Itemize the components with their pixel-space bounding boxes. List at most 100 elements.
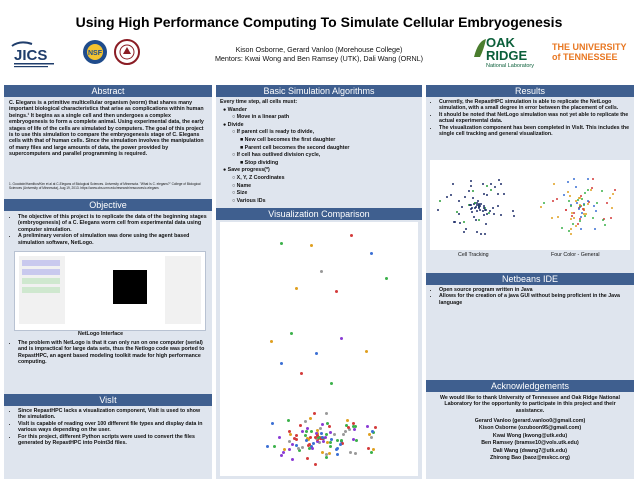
cell-dot <box>437 209 440 212</box>
cell-dot <box>567 230 570 232</box>
cell-dot <box>280 362 283 365</box>
cell-dot <box>464 227 467 230</box>
cell-dot <box>596 201 599 204</box>
cell-dot <box>315 352 318 355</box>
cell-dot <box>373 425 377 429</box>
cell-dot <box>303 434 307 438</box>
cell-dot <box>457 199 460 202</box>
cell-dot <box>366 447 370 451</box>
visit-bullet-3: For this project, different Python scrip… <box>18 434 207 447</box>
cell-dot <box>578 196 581 199</box>
cell-dot <box>557 216 560 219</box>
cell-dot <box>475 205 478 208</box>
cell-dot <box>485 208 488 211</box>
cell-dot <box>288 440 292 444</box>
cell-dot <box>446 196 449 199</box>
cell-dot <box>472 215 475 218</box>
contact-1: Gerard Vanloo (gerard.vanloo0@gmail.com) <box>474 418 586 424</box>
cell-dot <box>605 202 608 205</box>
cell-dot <box>497 179 500 181</box>
cell-dot <box>469 179 472 182</box>
cell-dot <box>270 421 274 425</box>
cell-dot <box>324 432 328 436</box>
cell-dot <box>477 200 480 203</box>
cell-dot <box>306 457 310 461</box>
cell-dot <box>315 434 319 438</box>
ornl-ridge: RIDGE <box>486 48 528 63</box>
cell-dot <box>352 427 356 431</box>
cell-dot <box>470 204 473 207</box>
cell-dot <box>370 436 374 440</box>
cell-tracking-caption: Cell Tracking <box>458 252 489 258</box>
cell-dot <box>335 290 338 293</box>
netbeans-bullet-1: Open source program written in Java <box>439 287 630 293</box>
cell-dot <box>351 425 355 428</box>
cell-dot <box>340 441 344 445</box>
cell-dot <box>290 458 294 462</box>
cell-dot <box>315 428 319 432</box>
cell-dot <box>571 214 574 217</box>
cell-dot <box>492 206 495 209</box>
cell-dot <box>483 193 486 196</box>
cell-dot <box>471 189 474 192</box>
algo-line-1: ● Wander <box>223 106 247 113</box>
cell-dot <box>583 207 586 210</box>
contact-4: Ben Ramsey (bramse10@vols.utk.edu) <box>481 440 579 447</box>
cell-dot <box>477 219 480 222</box>
visualization-header: Visualization Comparison <box>216 208 422 220</box>
cell-dot <box>321 450 325 454</box>
cell-dot <box>481 209 484 212</box>
cell-dot <box>494 185 496 188</box>
cell-dot <box>586 200 589 203</box>
netlogo-plots <box>165 256 201 324</box>
cell-dot <box>458 213 461 216</box>
cell-dot <box>463 220 466 223</box>
cell-dot <box>581 211 584 214</box>
cell-dot <box>476 203 479 206</box>
cell-dot <box>310 444 314 448</box>
cell-dot <box>300 429 304 433</box>
algo-line-5: ■ New cell becomes the first daughter <box>240 136 336 143</box>
abstract-footnote: 1. Goodwin/Hamilton/Kim et al at C-Elega… <box>9 182 201 190</box>
cell-dot <box>482 204 485 207</box>
visit-bullet-2: VisIt is capable of reading over 100 dif… <box>18 421 207 434</box>
cell-dot <box>318 440 322 444</box>
cell-dot <box>568 199 571 202</box>
contact-5: Dali Wang (dwang7@utk.edu) <box>492 447 568 454</box>
contact-6: Zhirong Bao (baoz@mskcc.org) <box>490 455 570 462</box>
cell-dot <box>295 287 298 290</box>
netbeans-bullets: Open source program written in Java Allo… <box>430 287 630 306</box>
cell-dot <box>370 430 374 434</box>
cell-dot <box>611 206 614 209</box>
seal-logo <box>114 39 140 65</box>
cell-dot <box>576 222 579 225</box>
cell-dot <box>570 218 573 221</box>
cell-dot <box>482 206 485 209</box>
cell-dot <box>587 177 590 180</box>
cell-dot <box>563 193 566 196</box>
cell-dot <box>584 192 587 195</box>
cell-dot <box>485 222 488 225</box>
visit-bullet-1: Since RepastHPC lacks a visualization co… <box>18 408 207 421</box>
cell-dot <box>311 447 315 451</box>
cell-dot <box>583 203 586 206</box>
cell-dot <box>471 210 474 213</box>
algo-line-6: ■ Parent cell becomes the second daughte… <box>240 144 350 151</box>
netbeans-header: Netbeans IDE <box>426 273 634 285</box>
cell-dot <box>315 439 319 443</box>
cell-dot <box>583 208 586 211</box>
cell-dot <box>277 436 281 440</box>
netlogo-controls <box>19 256 65 324</box>
jics-wordmark: JICS <box>14 47 47 64</box>
cell-dot <box>580 216 583 219</box>
cell-dot <box>490 189 493 192</box>
contact-3: Kwai Wong (kwong@utk.edu) <box>492 432 568 439</box>
cell-dot <box>314 432 318 436</box>
cell-dot <box>266 445 270 449</box>
cell-dot <box>326 422 330 426</box>
algo-line-2: ○ Move in a linear path <box>232 114 290 121</box>
cell-dot <box>472 197 475 200</box>
objective-header: Objective <box>4 199 212 211</box>
cell-dot <box>348 450 352 454</box>
cell-dot <box>280 453 284 457</box>
